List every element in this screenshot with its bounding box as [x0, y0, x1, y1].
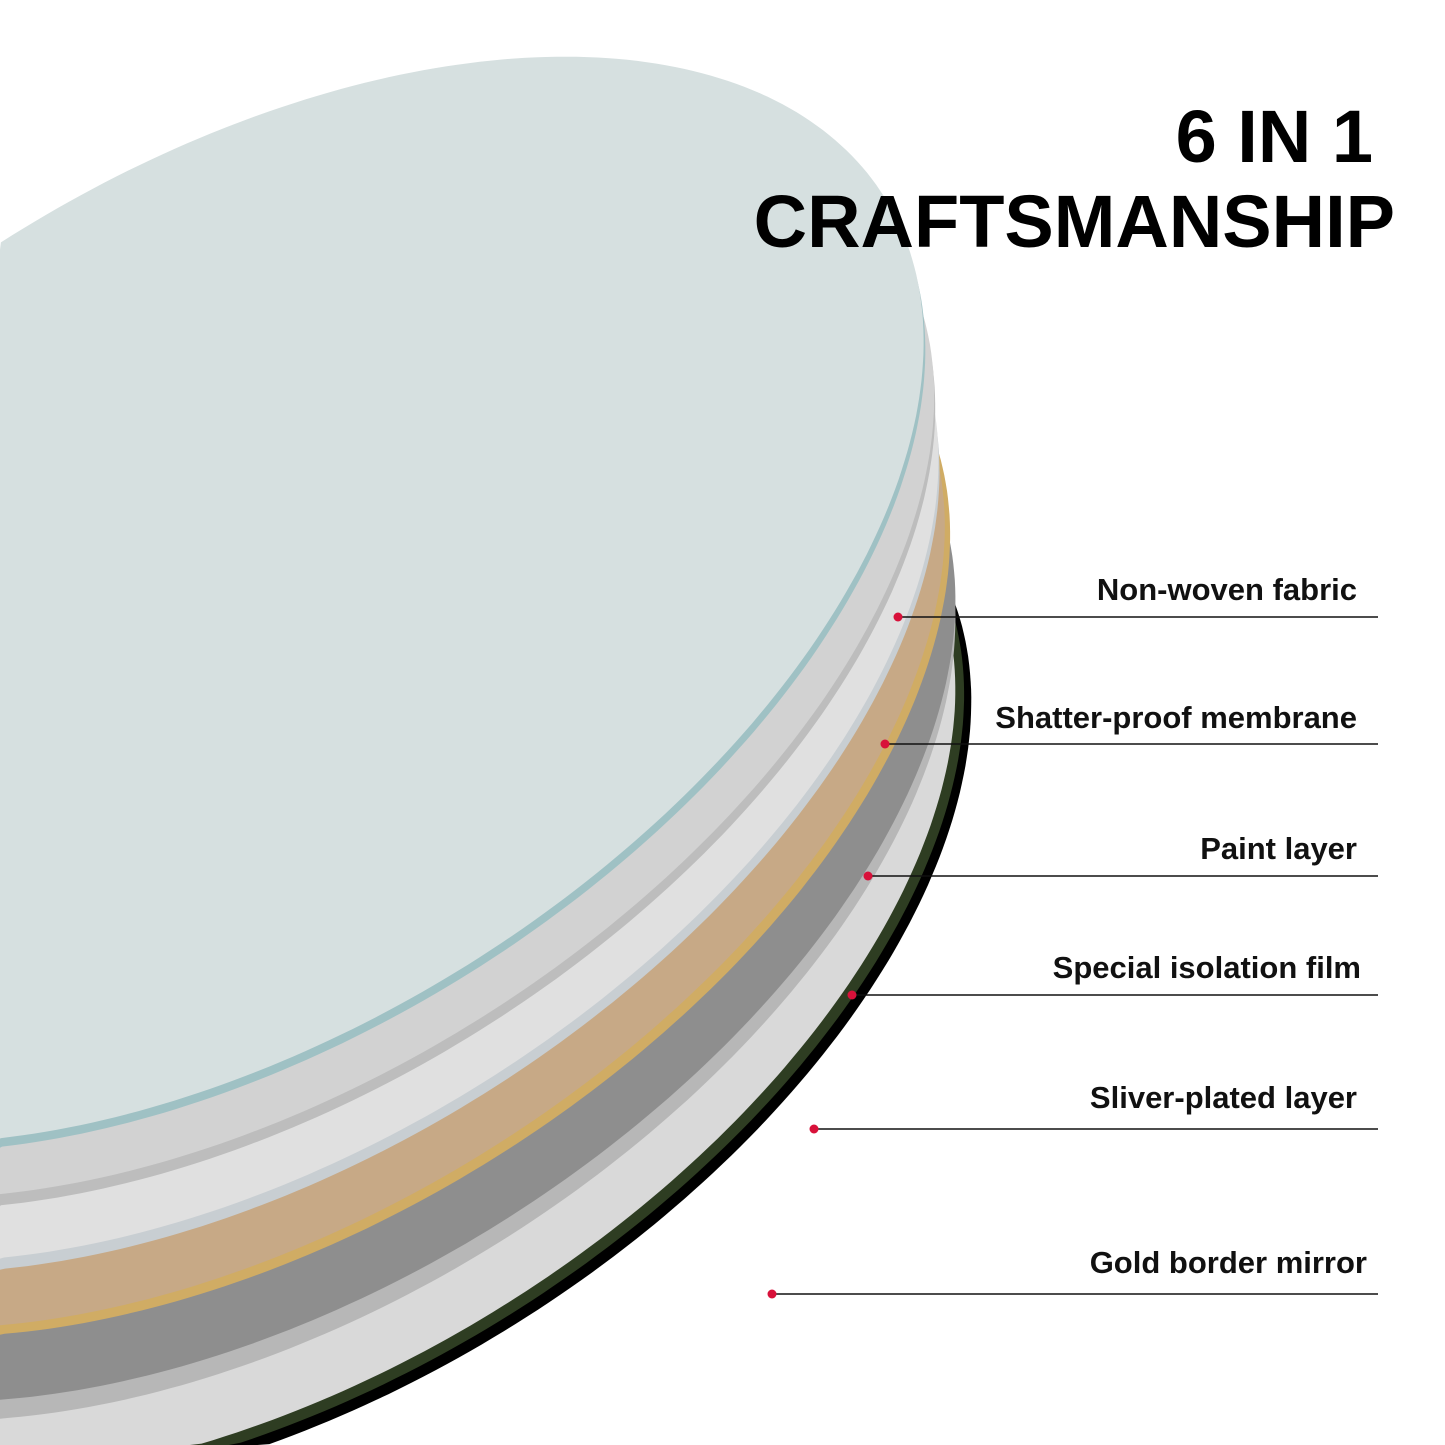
marker-dot	[767, 1289, 777, 1299]
callout-markers	[767, 612, 903, 1299]
label-sliver-plated-layer: Sliver-plated layer	[1089, 1080, 1357, 1115]
label-special-isolation-film: Special isolation film	[1052, 950, 1361, 985]
title-line-1: 6 IN 1	[1175, 95, 1373, 178]
glass-top	[0, 56, 924, 1144]
marker-dot	[809, 1124, 819, 1134]
marker-dot	[893, 612, 903, 622]
label-paint-layer: Paint layer	[1200, 831, 1357, 866]
label-non-woven-fabric: Non-woven fabric	[1096, 572, 1357, 607]
callout-lines	[772, 616, 1378, 1295]
title-line-2: CRAFTSMANSHIP	[753, 180, 1395, 263]
label-shatter-proof-membrane: Shatter-proof membrane	[995, 700, 1357, 735]
marker-dot	[880, 739, 890, 749]
marker-dot	[863, 871, 873, 881]
label-gold-border-mirror: Gold border mirror	[1089, 1245, 1367, 1280]
marker-dot	[847, 990, 857, 1000]
